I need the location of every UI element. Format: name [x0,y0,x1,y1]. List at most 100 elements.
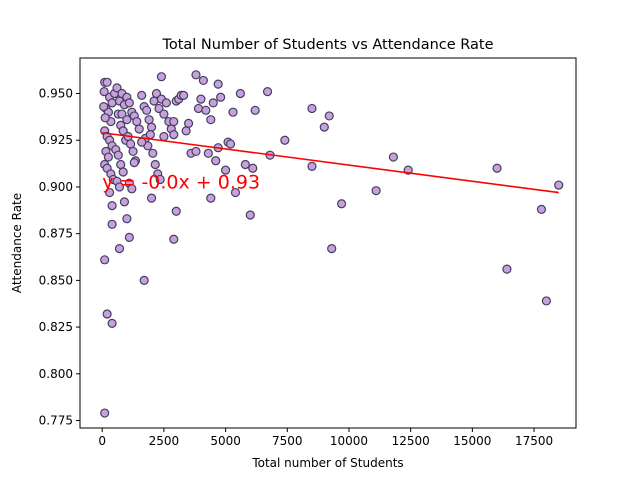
y-axis-label: Attendance Rate [10,193,24,293]
data-point [324,111,334,121]
data-point [100,113,110,123]
data-point [159,109,169,119]
data-point [125,139,136,149]
data-point [155,174,165,185]
data-point [132,116,142,127]
data-point [103,152,113,162]
data-point [225,139,236,149]
data-point [129,158,139,168]
data-point [142,105,152,115]
data-point [146,193,157,203]
data-point [179,90,189,100]
data-point [146,122,157,132]
data-point [161,98,171,108]
data-point [216,92,226,102]
data-point [122,214,132,224]
data-point [536,204,547,214]
data-point [124,232,134,242]
x-tick-label: 5000 [210,434,241,448]
data-point [169,116,179,127]
data-point [139,275,149,285]
data-point [107,318,117,328]
data-point [235,88,245,99]
data-point [107,201,117,211]
regression-equation-label: y = -0.0x + 0.93 [102,171,260,193]
data-point [156,72,167,82]
data-point [112,83,122,93]
data-point [117,109,127,119]
data-point [150,159,160,170]
data-point [193,103,204,114]
data-point [371,186,381,196]
data-point [206,115,216,125]
data-point [169,130,179,140]
data-point [169,234,179,244]
data-point [114,244,125,254]
data-point [105,187,115,198]
data-point [319,122,329,132]
data-point [145,130,155,140]
y-tick-label: 0.900 [39,180,73,194]
x-tick-label: 0 [98,434,106,448]
data-point [159,131,169,142]
data-point [127,184,137,194]
data-point [114,182,125,192]
data-point [240,159,250,170]
x-axis-label: Total number of Students [251,456,403,470]
y-tick-label: 0.925 [39,133,73,147]
data-point [118,167,128,177]
data-point [206,193,216,203]
chart-title: Total Number of Students vs Attendance R… [161,37,493,53]
data-point [154,103,164,114]
data-point [102,77,112,87]
x-tick-label: 2500 [149,434,180,448]
x-tick-label: 12500 [392,434,430,448]
data-point [99,101,109,112]
y-tick-label: 0.775 [39,414,73,428]
data-point [181,126,191,136]
y-axis-ticks: 0.775 0.800 0.825 0.850 0.875 0.900 0.925 0.950 [39,87,80,428]
data-point [208,98,218,108]
x-tick-label: 7500 [272,434,303,448]
data-point [230,187,241,198]
data-point [541,296,551,306]
data-point [124,98,134,108]
data-point [196,94,206,104]
regression-line-layer [102,131,559,194]
data-point [102,309,112,319]
x-axis-ticks: 0 2500 5000 7500 10000 12500 15000 17500 [98,428,553,448]
data-point [122,115,132,125]
x-tick-label: 10000 [330,434,368,448]
data-point [327,244,337,254]
data-point [100,255,110,265]
data-point [203,148,213,158]
data-point [116,159,126,170]
data-point [137,137,147,147]
data-point [262,87,273,97]
x-tick-label: 15000 [453,434,491,448]
data-point [171,206,181,216]
data-point [248,163,258,173]
data-point [107,219,117,229]
data-point [307,103,317,114]
data-point [213,79,223,89]
y-tick-label: 0.825 [39,320,73,334]
data-point [198,75,208,86]
y-tick-label: 0.800 [39,367,73,381]
data-point [201,105,211,115]
data-point [99,87,109,97]
data-point [148,148,158,158]
data-point [492,163,502,173]
data-point [100,408,110,418]
regression-line [102,131,559,194]
data-point [149,96,159,106]
data-point [113,150,123,160]
data-point [388,152,398,162]
data-point [228,107,238,117]
data-point [119,197,130,207]
data-point [183,118,194,129]
data-point [191,146,201,157]
y-tick-label: 0.850 [39,273,73,287]
data-point [191,70,201,80]
